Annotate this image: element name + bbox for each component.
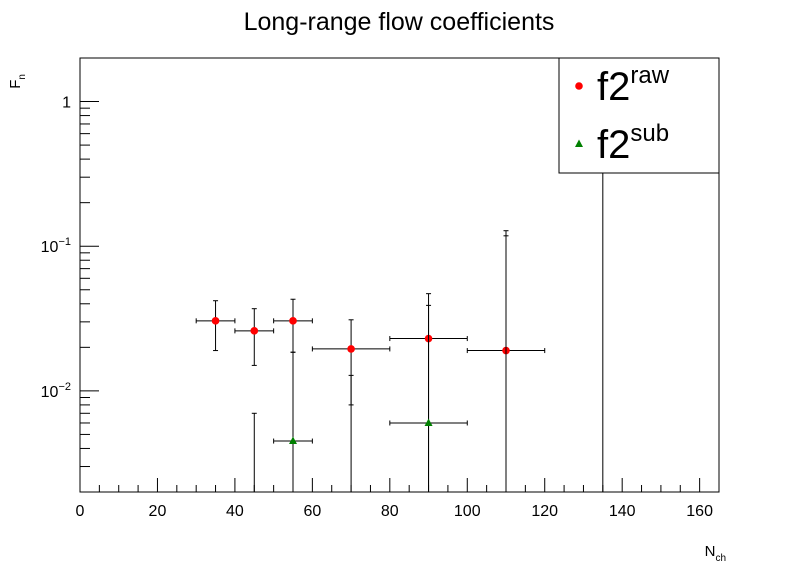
x-tick-label: 140: [609, 503, 636, 520]
legend-box: [558, 57, 720, 174]
data-point-raw: [347, 345, 355, 353]
chart-title: Long-range flow coefficients: [244, 8, 555, 36]
data-point-sub: [289, 436, 297, 445]
data-point-raw: [289, 317, 297, 325]
data-point-raw: [250, 327, 259, 335]
legend-label-sub: f2sub: [597, 120, 669, 167]
x-tick-label: 120: [531, 503, 558, 520]
x-tick-label: 100: [454, 503, 481, 520]
x-tick-label: 60: [303, 503, 321, 520]
y-axis-label-main: F: [7, 80, 24, 89]
x-axis-label-sub: ch: [715, 553, 726, 564]
plot-frame: [79, 57, 720, 493]
y-tick-label: 10−2: [41, 381, 71, 401]
x-tick-label: 40: [226, 503, 244, 520]
x-tick-label: 0: [76, 503, 85, 520]
legend-marker-raw: [575, 82, 583, 90]
y-tick-label: 10−1: [41, 236, 71, 256]
data-point-raw: [211, 317, 220, 325]
x-tick-label: 160: [686, 503, 713, 520]
y-axis-label: Fn: [7, 74, 28, 89]
data-point-sub: [424, 418, 433, 426]
x-axis-label: Nch: [705, 543, 726, 564]
x-axis-label-main: N: [705, 543, 716, 560]
plot-area: [195, 58, 604, 492]
legend: f2raw f2sub: [558, 57, 720, 174]
x-axis: 0 20 40 60 80 100 120 140 160: [76, 478, 720, 520]
x-tick-label: 80: [381, 503, 399, 520]
legend-label-raw: f2raw: [597, 62, 670, 109]
legend-marker-sub: [575, 139, 583, 147]
y-axis: 1 10−1 10−2: [41, 57, 99, 493]
x-tick-label: 20: [149, 503, 167, 520]
y-axis-label-sub: n: [17, 74, 28, 80]
y-tick-label: 1: [62, 95, 71, 112]
